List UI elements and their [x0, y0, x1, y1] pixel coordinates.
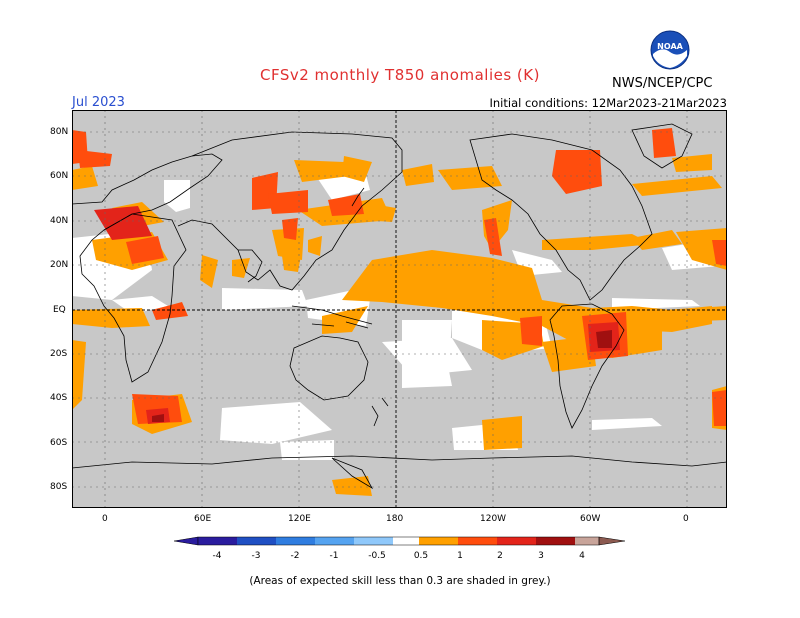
colorbar-bin: [536, 537, 575, 545]
lon-label: 120E: [288, 514, 311, 524]
colorbar-bin: [575, 537, 599, 545]
colorbar-tick: 3: [538, 551, 544, 561]
lat-label: 40N: [50, 216, 69, 226]
colorbar-tick: 4: [579, 551, 585, 561]
initial-conditions: Initial conditions: 12Mar2023-21Mar2023: [489, 96, 727, 110]
lat-label: 60S: [50, 438, 68, 448]
colorbar-tick: 2: [497, 551, 503, 561]
colorbar-bin: [276, 537, 315, 545]
colorbar-low-arrow: [173, 536, 199, 546]
colorbar-bin: [393, 537, 419, 545]
graticule: [72, 110, 727, 508]
lat-label: 40S: [50, 393, 68, 403]
lon-label: 180: [386, 514, 404, 524]
skill-caption: (Areas of expected skill less than 0.3 a…: [249, 575, 551, 587]
lon-label: 120W: [480, 514, 507, 524]
map-title: CFSv2 monthly T850 anomalies (K): [260, 66, 540, 84]
colorbar-tick: 0.5: [414, 551, 428, 561]
colorbar-tick: -3: [252, 551, 261, 561]
lat-label: EQ: [53, 305, 66, 315]
lon-label: 0: [683, 514, 689, 524]
anomaly-map: [72, 110, 728, 514]
colorbar-bin: [237, 537, 276, 545]
logo-text: NOAA: [657, 42, 683, 51]
lon-label: 0: [102, 514, 108, 524]
colorbar-bin: [198, 537, 237, 545]
lon-label: 60E: [194, 514, 212, 524]
extreme-warm-regions: [152, 330, 612, 422]
lat-label: 20N: [50, 260, 69, 270]
colorbar-tick: -2: [291, 551, 300, 561]
colorbar-tick: -1: [330, 551, 339, 561]
lat-label: 60N: [50, 171, 69, 181]
lon-label: 60W: [580, 514, 601, 524]
colorbar-bin: [458, 537, 497, 545]
lat-label: 80N: [50, 127, 69, 137]
target-month: Jul 2023: [72, 95, 125, 110]
noaa-logo: NOAA: [650, 30, 690, 74]
agency-label: NWS/NCEP/CPC: [612, 76, 713, 91]
colorbar-tick: -0.5: [368, 551, 386, 561]
colorbar-bin: [315, 537, 354, 545]
colorbar-tick: -4: [213, 551, 222, 561]
colorbar-bin: [354, 537, 393, 545]
colorbar: -4 -3 -2 -1 -0.5 0.5 1 2 3 4: [170, 534, 630, 566]
colorbar-high-arrow: [598, 536, 626, 546]
lat-label: 20S: [50, 349, 68, 359]
equator-dateline: [72, 110, 727, 508]
lat-label: 80S: [50, 482, 68, 492]
colorbar-bin: [497, 537, 536, 545]
colorbar-bin: [419, 537, 458, 545]
coastlines: [72, 123, 727, 490]
colorbar-tick: 1: [457, 551, 463, 561]
